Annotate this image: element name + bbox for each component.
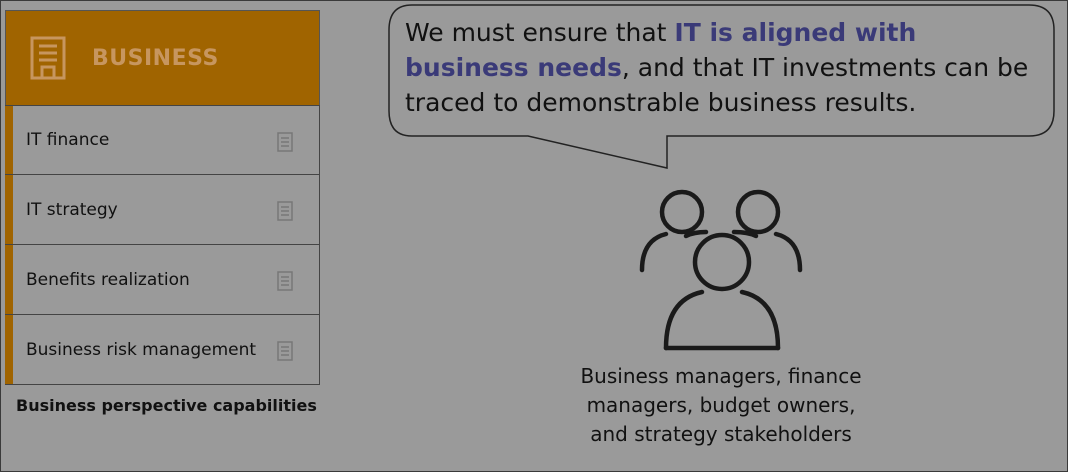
capability-accent-bar (5, 175, 13, 244)
capability-accent-bar (5, 106, 13, 174)
capability-label: IT finance (26, 130, 110, 150)
panel-caption: Business perspective capabilities (16, 396, 317, 415)
people-group-icon (639, 189, 803, 351)
speech-bubble (388, 4, 1055, 169)
capability-label: Benefits realization (26, 269, 190, 290)
quote-text-start: We must ensure that (405, 18, 675, 47)
capability-item-benefits-realization: Benefits realization (5, 245, 320, 315)
panel-header: BUSINESS (5, 10, 320, 105)
stakeholders-caption-line: managers, budget owners, (586, 393, 856, 417)
document-icon (277, 132, 293, 152)
document-icon (277, 271, 293, 291)
capability-list: IT finance IT strategy Benefits realizat… (5, 105, 320, 385)
capability-accent-bar (5, 315, 13, 384)
capability-label: Business risk management (26, 339, 257, 360)
panel-title: BUSINESS (92, 45, 219, 71)
capability-item-it-finance: IT finance (5, 105, 320, 175)
business-capabilities-panel: BUSINESS IT finance IT strategy (5, 10, 320, 385)
capability-item-business-risk-management: Business risk management (5, 315, 320, 385)
bubble-quote: We must ensure that IT is aligned with b… (405, 15, 1045, 120)
building-icon (28, 36, 68, 80)
capability-label: IT strategy (26, 199, 118, 220)
document-icon (277, 201, 293, 221)
quote-highlight: IT is aligned with business needs (405, 18, 917, 82)
capability-accent-bar (5, 245, 13, 314)
stakeholders-caption: Business managers, finance managers, bud… (556, 362, 886, 449)
stakeholders-caption-line: Business managers, finance (580, 364, 862, 388)
document-icon (277, 341, 293, 361)
stakeholders-caption-line: and strategy stakeholders (590, 422, 852, 446)
capability-item-it-strategy: IT strategy (5, 175, 320, 245)
quote-text-end: , and that IT investments can be traced … (405, 53, 1029, 117)
